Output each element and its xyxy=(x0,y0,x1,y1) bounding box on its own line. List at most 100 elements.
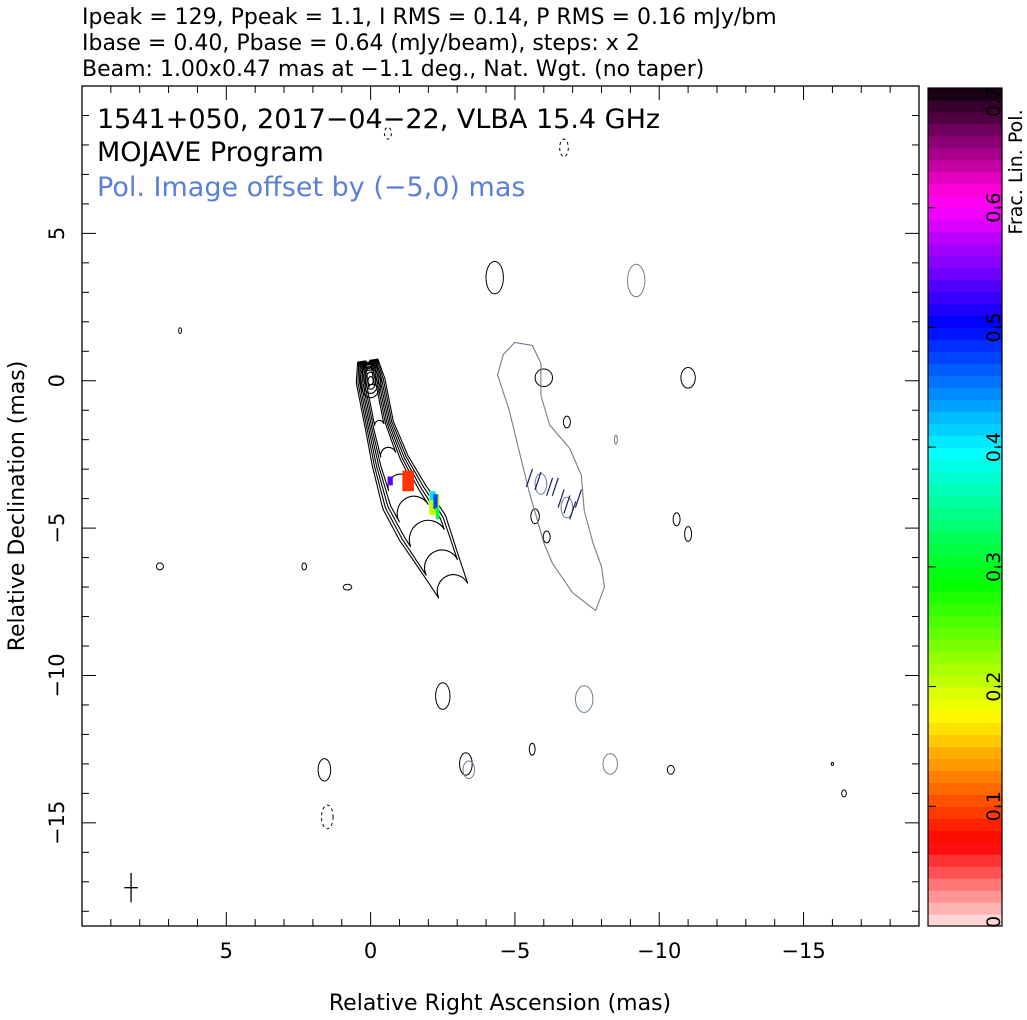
colorbar-swatch xyxy=(928,111,1002,125)
pol-intensity-contour xyxy=(497,341,605,612)
stokes-i-contour xyxy=(359,358,445,548)
colorbar-swatch xyxy=(928,279,1002,293)
colorbar-swatch xyxy=(928,914,1002,927)
colorbar-swatch xyxy=(928,231,1002,245)
colorbar-tick-label: 0.6 xyxy=(983,193,1005,223)
colorbar-swatch xyxy=(928,770,1002,783)
y-tick-label: −5 xyxy=(45,513,69,544)
colorbar-swatch xyxy=(928,171,1002,185)
colorbar-swatch xyxy=(928,662,1002,676)
colorbar-swatch xyxy=(928,806,1002,819)
stokes-i-noise-contour xyxy=(317,758,332,782)
x-tick-label: −5 xyxy=(499,939,530,963)
stokes-i-noise-contour xyxy=(528,742,536,756)
colorbar-tick-label: 0.5 xyxy=(983,312,1005,342)
colorbar-swatch xyxy=(928,243,1002,257)
colorbar-swatch xyxy=(928,495,1002,508)
colorbar-swatch xyxy=(928,327,1002,340)
colorbar-swatch xyxy=(928,471,1002,484)
colorbar-tick-label: 0.2 xyxy=(983,671,1005,701)
stokes-i-noise-contour xyxy=(178,327,183,335)
colorbar-swatch xyxy=(928,411,1002,424)
stokes-i-noise-contour xyxy=(562,415,571,429)
colorbar-swatch xyxy=(928,339,1002,352)
colorbar-swatch xyxy=(928,650,1002,664)
colorbar-swatch xyxy=(928,423,1002,436)
colorbar-swatch xyxy=(928,734,1002,748)
colorbar-swatch xyxy=(928,866,1002,879)
pol-noise-contour xyxy=(627,263,646,298)
evpa-tick xyxy=(546,477,554,496)
negative-contour xyxy=(321,804,334,830)
header-beam-line: Beam: 1.00x0.47 mas at −1.1 deg., Nat. W… xyxy=(82,57,704,82)
pol-offset-label: Pol. Image offset by (−5,0) mas xyxy=(97,172,525,203)
frac-pol-pixel xyxy=(387,476,393,486)
pol-noise-contour xyxy=(462,760,476,780)
stokes-i-noise-contour xyxy=(841,789,847,798)
stokes-i-noise-contour xyxy=(301,562,308,571)
x-tick-label: 5 xyxy=(220,939,233,963)
x-tick-label: −15 xyxy=(781,939,825,963)
colorbar-swatch xyxy=(928,566,1002,580)
y-tick-label: 5 xyxy=(45,227,69,240)
frac-pol-pixel xyxy=(402,470,414,492)
header-stats-line: Ipeak = 129, Ppeak = 1.1, I RMS = 0.14, … xyxy=(82,5,777,30)
colorbar-swatch xyxy=(928,183,1002,197)
colorbar-swatch xyxy=(928,135,1002,149)
colorbar-swatch xyxy=(928,363,1002,376)
colorbar-swatch xyxy=(928,387,1002,400)
colorbar-swatch xyxy=(928,590,1002,604)
negative-contour xyxy=(383,126,392,140)
colorbar-swatch xyxy=(928,758,1002,771)
frac-pol-pixel xyxy=(435,507,440,520)
colorbar-swatch xyxy=(928,542,1002,556)
plot-frame xyxy=(81,85,920,927)
stokes-i-contour-level-4 xyxy=(360,358,429,523)
stokes-i-noise-contour xyxy=(534,368,553,388)
evpa-tick xyxy=(551,477,559,496)
stokes-i-contour xyxy=(360,358,429,523)
core-contour xyxy=(362,367,379,394)
axis-ticks: 5 0 −5 −10 −15 5 0 −5 −10 −15 xyxy=(45,85,920,963)
colorbar-swatch xyxy=(928,794,1002,807)
colorbar-swatch xyxy=(928,483,1002,496)
colorbar-swatch xyxy=(928,842,1002,855)
x-tick-label: 0 xyxy=(364,939,377,963)
evpa-tick xyxy=(557,489,565,508)
colorbar-swatch xyxy=(928,782,1002,795)
colorbar-swatch xyxy=(928,578,1002,592)
evpa-tick xyxy=(563,495,571,514)
colorbar-swatch xyxy=(928,100,1002,113)
stokes-i-contour xyxy=(357,358,459,576)
colorbar-swatch xyxy=(928,159,1002,173)
pol-noise-contour xyxy=(602,753,618,775)
y-axis-title: Relative Declination (mas) xyxy=(5,361,30,652)
stokes-i-noise-contour xyxy=(684,526,693,542)
stokes-i-contour-level-3 xyxy=(359,358,445,548)
colorbar-swatch xyxy=(928,686,1002,700)
program-label: MOJAVE Program xyxy=(97,137,324,168)
stokes-i-contour-level-1 xyxy=(355,358,469,599)
evpa-tick xyxy=(574,489,582,508)
colorbar-swatch xyxy=(928,554,1002,568)
colorbar-swatch xyxy=(928,447,1002,460)
colorbar-swatch xyxy=(928,459,1002,472)
core-contour xyxy=(364,371,377,390)
colorbar-swatch xyxy=(928,698,1002,712)
colorbar-swatch xyxy=(928,88,1002,101)
colorbar-swatch xyxy=(928,854,1002,867)
colorbar-tick-label: 0.4 xyxy=(983,432,1005,462)
pol-noise-contour xyxy=(560,496,574,519)
colorbar-swatch xyxy=(928,123,1002,137)
evpa-tick xyxy=(569,501,577,520)
header-base-line: Ibase = 0.40, Pbase = 0.64 (mJy/beam), s… xyxy=(82,31,640,56)
y-tick-label: −10 xyxy=(45,653,69,697)
stokes-i-noise-contour xyxy=(155,562,164,571)
colorbar-title: Frac. Lin. Pol. xyxy=(1005,109,1027,234)
colorbar-swatch xyxy=(928,315,1002,329)
frac-pol-pixel xyxy=(433,494,438,509)
y-tick-label: −15 xyxy=(45,801,69,845)
stokes-i-noise-contour xyxy=(672,512,681,527)
stokes-i-contour-level-2 xyxy=(357,358,459,576)
